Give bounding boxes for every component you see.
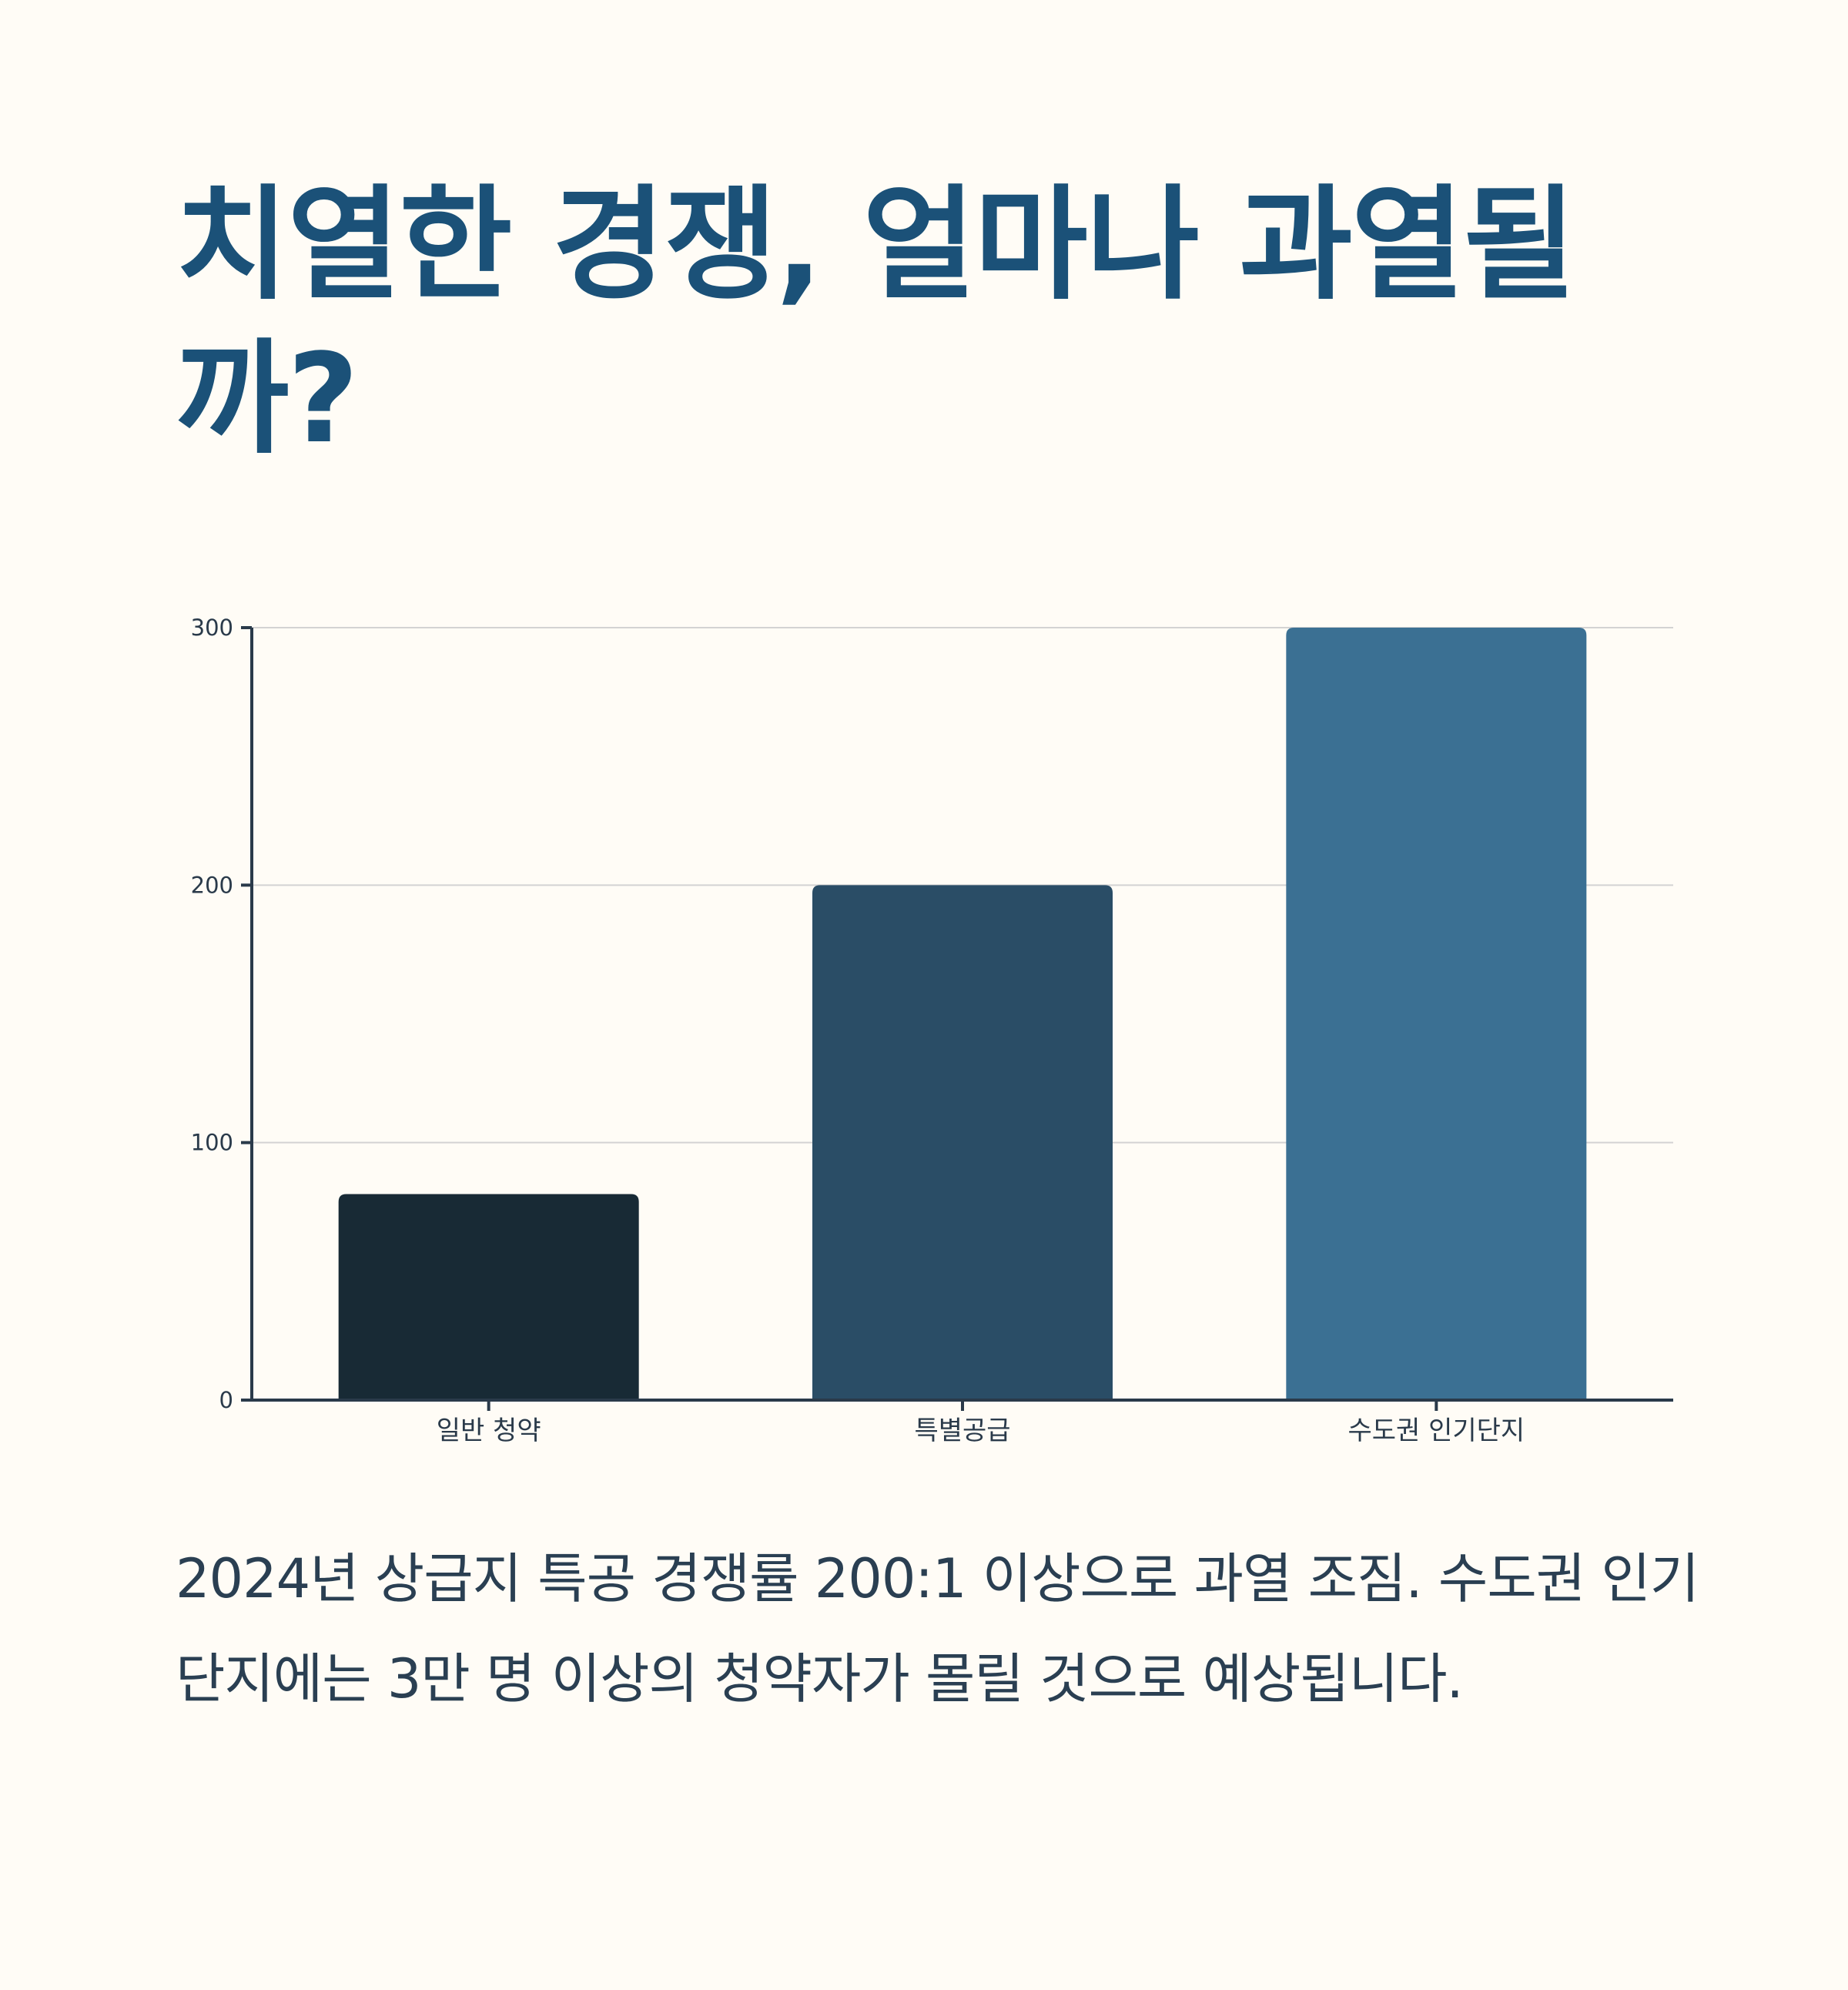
x-tick-label-2: 수도권 인기단지	[1348, 1415, 1525, 1446]
bars	[338, 628, 1587, 1400]
y-tick-label-200: 200	[191, 872, 233, 898]
y-tick-label-0: 0	[219, 1387, 233, 1413]
description-text: 2024년 상급지 특공 경쟁률 200:1 이상으로 과열 조짐. 수도권 인…	[176, 1547, 1699, 1710]
bar-1	[812, 885, 1113, 1400]
y-tick-label-100: 100	[191, 1130, 233, 1156]
axes	[241, 626, 1673, 1411]
x-tick-label-0: 일반 청약	[437, 1415, 541, 1446]
bar-2	[1286, 628, 1587, 1400]
y-tick-label-300: 300	[191, 615, 233, 641]
tick-labels: 0 100 200 300 일반 청약 특별공급 수도권 인기단지	[191, 615, 1525, 1446]
page-title: 치열한 경쟁, 얼마나 과열될까?	[176, 173, 1576, 471]
x-tick-label-1: 특별공급	[914, 1415, 1010, 1446]
bar-chart-svg: 0 100 200 300 일반 청약 특별공급 수도권 인기단지	[191, 615, 1673, 1446]
bar-0	[338, 1194, 639, 1400]
